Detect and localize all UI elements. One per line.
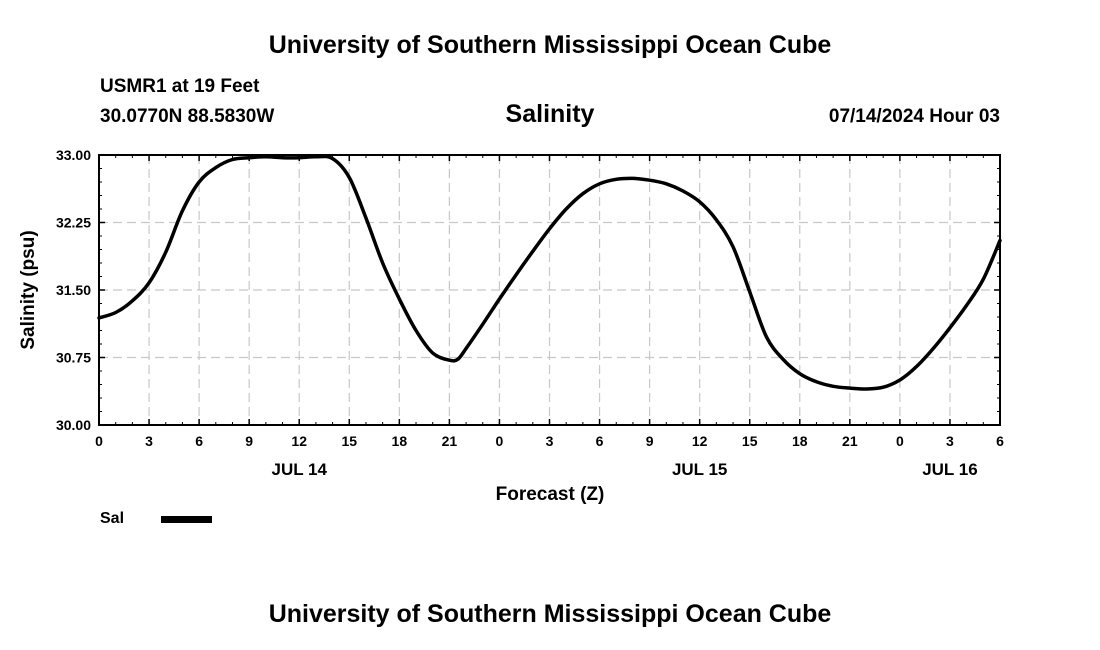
x-tick-label: 9 bbox=[245, 433, 253, 449]
x-tick-label: 3 bbox=[946, 433, 954, 449]
x-tick-label: 6 bbox=[195, 433, 203, 449]
x-tick-label: 0 bbox=[496, 433, 504, 449]
legend-label: Sal bbox=[100, 510, 125, 527]
x-tick-label: 18 bbox=[392, 433, 408, 449]
x-tick-label: 6 bbox=[596, 433, 604, 449]
x-tick-label: 0 bbox=[896, 433, 904, 449]
grid-layer bbox=[99, 154, 1000, 425]
x-tick-label: 3 bbox=[145, 433, 153, 449]
x-tick-label: 0 bbox=[95, 433, 103, 449]
x-date-label: JUL 15 bbox=[672, 460, 727, 479]
x-tick-label: 12 bbox=[692, 433, 708, 449]
x-date-label: JUL 16 bbox=[922, 460, 977, 479]
x-tick-label: 3 bbox=[546, 433, 554, 449]
y-tick-label: 32.25 bbox=[56, 215, 91, 231]
y-axis-title: Salinity (psu) bbox=[18, 230, 39, 349]
chart-title: Salinity bbox=[505, 100, 595, 128]
legend-line-sample bbox=[161, 516, 212, 523]
x-tick-label: 9 bbox=[646, 433, 654, 449]
y-tick-label: 31.50 bbox=[56, 282, 91, 298]
x-tick-label: 15 bbox=[341, 433, 357, 449]
y-tick-label: 30.00 bbox=[56, 417, 91, 433]
chart-title-bottom: University of Southern Mississippi Ocean… bbox=[268, 600, 832, 628]
series-line-sal bbox=[97, 154, 1002, 391]
y-tick-label: 33.00 bbox=[56, 147, 91, 163]
x-date-label: JUL 14 bbox=[271, 460, 327, 479]
x-axis-title: Forecast (Z) bbox=[496, 484, 605, 505]
station-label: USMR1 at 19 Feet bbox=[100, 76, 260, 97]
timestamp-label: 07/14/2024 Hour 03 bbox=[828, 106, 1000, 127]
x-tick-label: 15 bbox=[742, 433, 758, 449]
x-tick-label: 21 bbox=[842, 433, 858, 449]
x-tick-label: 6 bbox=[996, 433, 1004, 449]
y-tick-label: 30.75 bbox=[56, 350, 91, 366]
location-label: 30.0770N 88.5830W bbox=[100, 106, 275, 127]
x-tick-label: 18 bbox=[792, 433, 808, 449]
labels-layer: 0 3 6 9 12 15 18 21 0 3 6 9 12 15 18 21 0 3 6 30.00 30.75 31.… bbox=[56, 147, 1004, 479]
plot-frame bbox=[98, 154, 1001, 426]
chart-title-top: University of Southern Mississippi Ocean… bbox=[268, 31, 832, 59]
x-tick-label: 21 bbox=[442, 433, 458, 449]
x-tick-label: 12 bbox=[291, 433, 307, 449]
